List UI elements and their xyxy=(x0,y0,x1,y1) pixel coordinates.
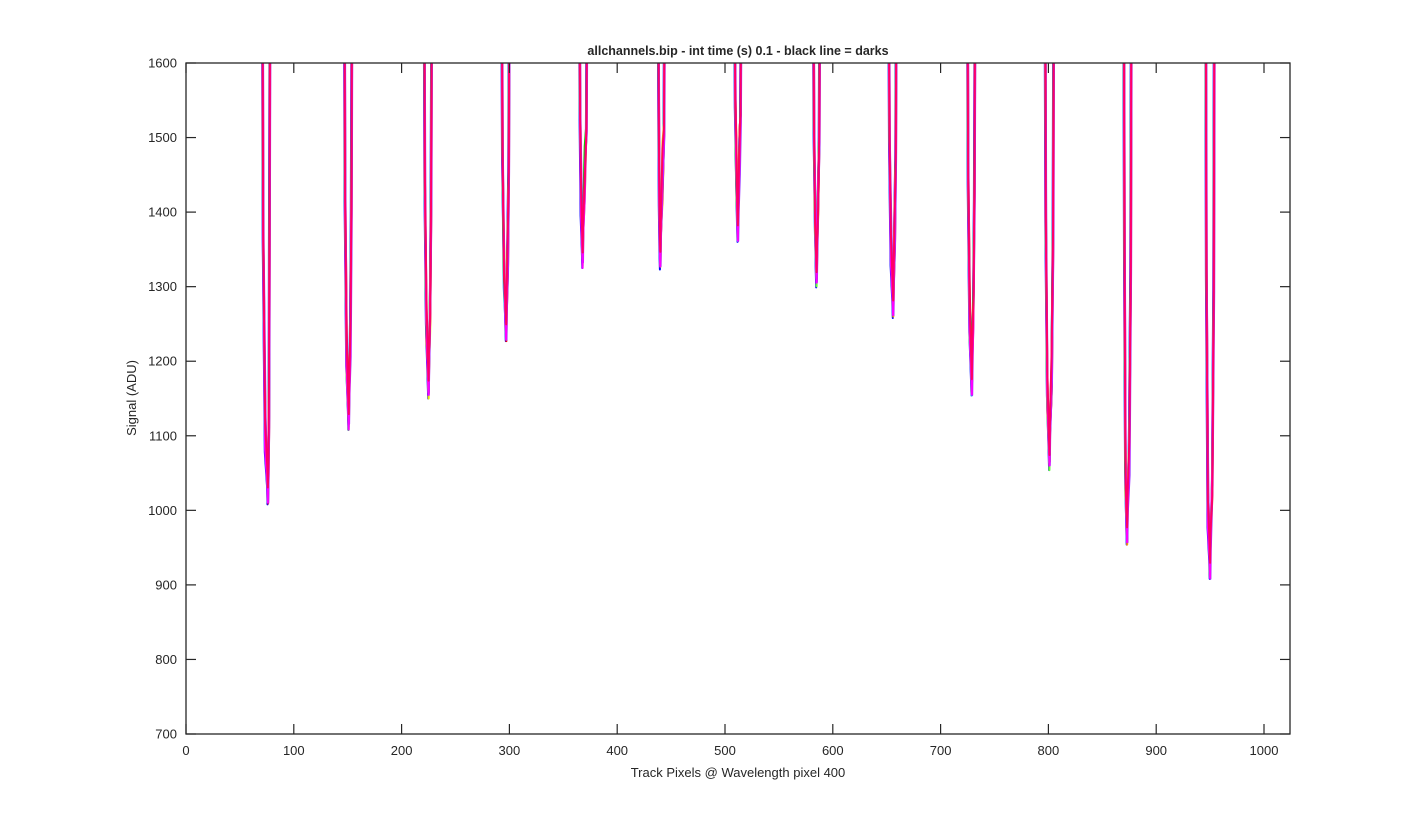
x-tick-label: 800 xyxy=(1038,743,1060,758)
chart-title: allchannels.bip - int time (s) 0.1 - bla… xyxy=(587,44,888,58)
x-tick-label: 500 xyxy=(714,743,736,758)
x-tick-label: 100 xyxy=(283,743,305,758)
y-tick-label: 700 xyxy=(155,727,177,742)
y-tick-label: 1100 xyxy=(149,428,177,443)
y-tick-label: 1200 xyxy=(148,354,177,369)
x-tick-label: 400 xyxy=(606,743,628,758)
y-tick-label: 800 xyxy=(155,652,177,667)
y-tick-label: 1400 xyxy=(148,205,177,220)
x-tick-label: 900 xyxy=(1145,743,1167,758)
y-axis-label: Signal (ADU) xyxy=(124,360,139,436)
x-tick-label: 1000 xyxy=(1250,743,1279,758)
y-tick-label: 900 xyxy=(155,577,177,592)
y-tick-label: 1000 xyxy=(148,503,177,518)
x-axis-label: Track Pixels @ Wavelength pixel 400 xyxy=(631,765,846,780)
x-tick-label: 200 xyxy=(391,743,413,758)
y-tick-label: 1600 xyxy=(148,56,177,71)
axes: 0 100 200 300 400 500 600 700 800 900 1000 700 800 90… xyxy=(148,56,1291,758)
series-layer xyxy=(261,63,1216,580)
plot-frame xyxy=(185,62,1291,735)
series-line-10 xyxy=(261,63,1216,564)
x-tick-label: 600 xyxy=(822,743,844,758)
x-tick-label: 700 xyxy=(930,743,952,758)
x-tick-label: 0 xyxy=(182,743,189,758)
y-tick-label: 1500 xyxy=(148,130,177,145)
x-tick-label: 300 xyxy=(499,743,521,758)
y-tick-label: 1300 xyxy=(148,279,177,294)
